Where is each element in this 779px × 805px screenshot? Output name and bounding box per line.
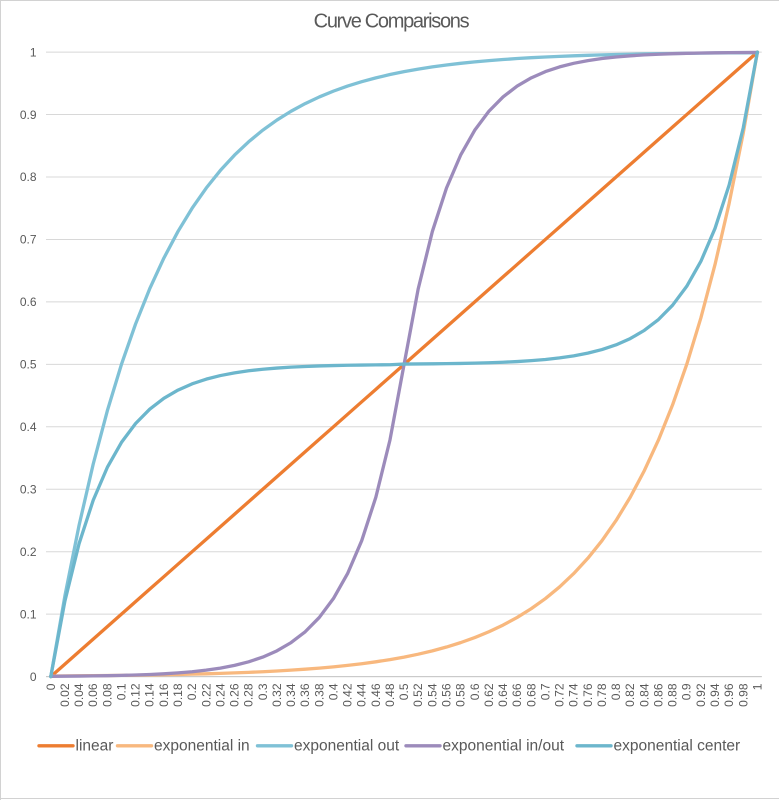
svg-text:0: 0 <box>30 670 37 684</box>
svg-text:0.52: 0.52 <box>411 683 425 707</box>
svg-text:0.82: 0.82 <box>623 683 637 707</box>
svg-text:0.6: 0.6 <box>468 683 482 700</box>
svg-text:0.68: 0.68 <box>524 683 538 707</box>
svg-text:1: 1 <box>30 45 37 59</box>
svg-text:0.56: 0.56 <box>440 683 454 707</box>
svg-text:0.32: 0.32 <box>270 683 284 707</box>
svg-text:0.1: 0.1 <box>20 607 37 621</box>
svg-text:0.96: 0.96 <box>722 683 736 707</box>
svg-text:0.2: 0.2 <box>20 545 37 559</box>
svg-text:1: 1 <box>750 683 764 690</box>
svg-text:0.8: 0.8 <box>20 170 37 184</box>
svg-text:0.02: 0.02 <box>58 683 72 707</box>
svg-text:0.34: 0.34 <box>284 683 298 707</box>
svg-text:0.24: 0.24 <box>213 683 227 707</box>
svg-text:0.28: 0.28 <box>242 683 256 707</box>
svg-text:0.3: 0.3 <box>256 683 270 700</box>
svg-text:0.54: 0.54 <box>425 683 439 707</box>
svg-text:0.9: 0.9 <box>680 683 694 700</box>
svg-text:0.84: 0.84 <box>637 683 651 707</box>
svg-text:0.7: 0.7 <box>538 683 552 700</box>
svg-text:0.16: 0.16 <box>157 683 171 707</box>
svg-text:0.2: 0.2 <box>185 683 199 700</box>
svg-text:0.04: 0.04 <box>72 683 86 707</box>
svg-text:0.8: 0.8 <box>609 683 623 700</box>
svg-text:Curve Comparisons: Curve Comparisons <box>314 11 470 33</box>
svg-text:exponential in/out: exponential in/out <box>443 737 565 754</box>
svg-text:0.5: 0.5 <box>397 683 411 700</box>
svg-text:0.12: 0.12 <box>129 683 143 707</box>
svg-text:0.4: 0.4 <box>20 420 37 434</box>
svg-text:0.36: 0.36 <box>298 683 312 707</box>
svg-text:0.46: 0.46 <box>369 683 383 707</box>
svg-text:0.78: 0.78 <box>595 683 609 707</box>
svg-text:linear: linear <box>76 737 114 754</box>
svg-text:0.92: 0.92 <box>694 683 708 707</box>
svg-text:exponential center: exponential center <box>614 737 741 754</box>
svg-text:0.22: 0.22 <box>199 683 213 707</box>
svg-text:0.74: 0.74 <box>567 683 581 707</box>
svg-text:0.86: 0.86 <box>651 683 665 707</box>
svg-text:0.5: 0.5 <box>20 358 37 372</box>
svg-text:0.26: 0.26 <box>228 683 242 707</box>
svg-text:0.06: 0.06 <box>86 683 100 707</box>
svg-text:0.9: 0.9 <box>20 108 37 122</box>
svg-text:0.3: 0.3 <box>20 482 37 496</box>
svg-text:0.94: 0.94 <box>708 683 722 707</box>
svg-text:0: 0 <box>44 683 58 690</box>
svg-text:exponential out: exponential out <box>294 737 400 754</box>
svg-text:0.4: 0.4 <box>326 683 340 700</box>
svg-text:0.66: 0.66 <box>510 683 524 707</box>
svg-text:0.72: 0.72 <box>553 683 567 707</box>
svg-text:0.76: 0.76 <box>581 683 595 707</box>
svg-text:0.42: 0.42 <box>341 683 355 707</box>
svg-text:0.7: 0.7 <box>20 233 37 247</box>
svg-text:0.18: 0.18 <box>171 683 185 707</box>
svg-text:0.98: 0.98 <box>736 683 750 707</box>
svg-text:0.08: 0.08 <box>100 683 114 707</box>
svg-text:0.62: 0.62 <box>482 683 496 707</box>
svg-text:0.88: 0.88 <box>666 683 680 707</box>
svg-text:0.58: 0.58 <box>454 683 468 707</box>
svg-text:0.1: 0.1 <box>114 683 128 700</box>
svg-text:0.14: 0.14 <box>143 683 157 707</box>
svg-text:0.48: 0.48 <box>383 683 397 707</box>
svg-text:exponential in: exponential in <box>154 737 250 754</box>
svg-text:0.6: 0.6 <box>20 295 37 309</box>
svg-text:0.64: 0.64 <box>496 683 510 707</box>
svg-text:0.44: 0.44 <box>355 683 369 707</box>
svg-text:0.38: 0.38 <box>312 683 326 707</box>
